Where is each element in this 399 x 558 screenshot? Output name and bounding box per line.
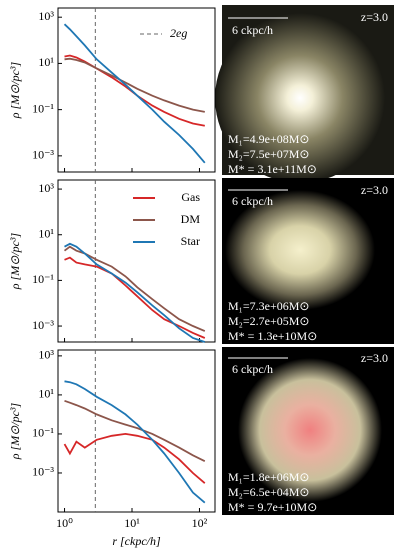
legend-label: 2eg <box>170 26 187 40</box>
mass-label: M* = 1.3e+10M⊙ <box>228 329 317 343</box>
x-tick-label: 10⁰ <box>56 516 73 530</box>
y-axis-label: ρ [M⊙/pc³] <box>8 61 22 119</box>
plot-frame <box>57 7 216 173</box>
series-line <box>64 380 206 504</box>
y-tick-label: 10⁻³ <box>32 318 54 332</box>
plot-frame <box>57 349 216 513</box>
series-line <box>63 245 206 332</box>
x-tick-label: 10¹ <box>124 516 140 530</box>
y-tick-label: 10¹ <box>38 226 54 240</box>
galaxy <box>215 13 385 183</box>
mass-label: M₂=2.7e+05M⊙ <box>228 314 309 328</box>
series-line <box>64 399 206 463</box>
redshift: z=3.0 <box>361 351 388 365</box>
x-tick-label: 10² <box>192 516 208 530</box>
series-line <box>64 54 205 127</box>
image-panel: 6 ckpc/h z=3.0 M₁=4.9e+08M⊙ M₂=7.5e+07M⊙… <box>215 5 394 183</box>
scale-label: 6 ckpc/h <box>232 362 273 376</box>
series-line <box>63 23 206 164</box>
y-tick-label: 10¹ <box>38 387 54 401</box>
mass-label: M₁=7.3e+06M⊙ <box>228 299 309 313</box>
x-axis-label: r [ckpc/h] <box>112 534 161 548</box>
legend-label: Gas <box>181 190 200 204</box>
series-line <box>64 242 206 343</box>
galaxy <box>238 358 382 502</box>
y-tick-label: 10⁻¹ <box>32 101 54 115</box>
y-tick-label: 10⁻³ <box>32 465 54 479</box>
scale-label: 6 ckpc/h <box>232 23 273 37</box>
plot-frame <box>57 179 216 343</box>
legend-label: Star <box>181 234 200 248</box>
y-axis-label: ρ [M⊙/pc³] <box>8 402 22 460</box>
mass-label: M₂=7.5e+07M⊙ <box>228 147 309 161</box>
redshift: z=3.0 <box>361 10 388 24</box>
scale-label: 6 ckpc/h <box>232 194 273 208</box>
mass-label: M₁=1.8e+06M⊙ <box>228 470 309 484</box>
legend-label: DM <box>181 212 201 226</box>
series-line <box>64 57 205 113</box>
y-tick-label: 10¹ <box>38 55 54 69</box>
redshift: z=3.0 <box>361 183 388 197</box>
image-panel: 6 ckpc/h z=3.0 M₁=7.3e+06M⊙ M₂=2.7e+05M⊙… <box>222 178 394 344</box>
y-tick-label: 10⁻¹ <box>32 272 54 286</box>
series-line <box>63 432 206 484</box>
y-tick-label: 10⁻¹ <box>32 426 54 440</box>
mass-label: M* = 3.1e+11M⊙ <box>228 162 317 176</box>
y-tick-label: 10³ <box>38 348 54 362</box>
y-tick-label: 10³ <box>38 181 54 195</box>
image-panel: 6 ckpc/h z=3.0 M₁=1.8e+06M⊙ M₂=6.5e+04M⊙… <box>222 347 394 515</box>
galaxy <box>225 190 375 310</box>
series-line <box>64 256 206 339</box>
mass-label: M* = 9.7e+10M⊙ <box>228 500 317 514</box>
mass-label: M₁=4.9e+08M⊙ <box>228 132 309 146</box>
y-axis-label: ρ [M⊙/pc³] <box>8 232 22 290</box>
mass-label: M₂=6.5e+04M⊙ <box>228 485 309 499</box>
y-tick-label: 10⁻³ <box>32 148 54 162</box>
y-tick-label: 10³ <box>38 9 54 23</box>
